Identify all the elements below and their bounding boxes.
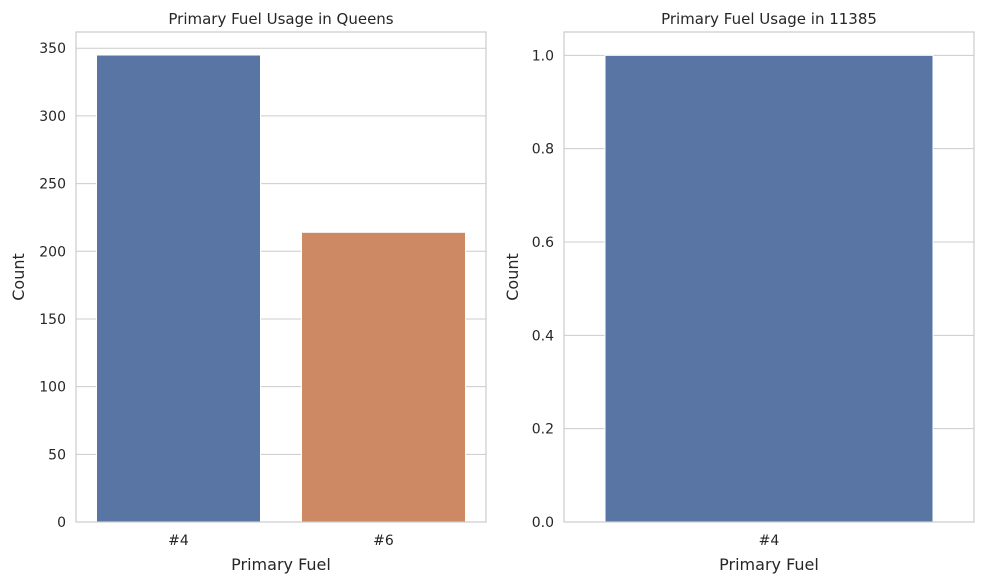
x-axis-label: Primary Fuel	[231, 555, 331, 574]
bar	[96, 54, 261, 523]
chart-title: Primary Fuel Usage in 11385	[661, 10, 877, 28]
y-tick-label: 350	[39, 41, 66, 57]
x-axis-label: Primary Fuel	[719, 555, 819, 574]
y-axis-label: Count	[503, 253, 522, 301]
x-tick-labels: #4 #6	[168, 533, 394, 549]
y-tick-label: 0.0	[532, 515, 554, 531]
x-tick-label: #6	[373, 533, 394, 549]
y-tick-label: 50	[48, 447, 66, 463]
y-tick-label: 0.4	[532, 328, 554, 344]
y-tick-label: 1.0	[532, 48, 554, 64]
y-tick-label: 0.8	[532, 142, 554, 158]
y-tick-label: 250	[39, 177, 66, 193]
plot-frame	[75, 31, 487, 523]
bars	[604, 54, 934, 523]
chart-queens: Primary Fuel Usage in Queens 0 50 100 150 20…	[9, 10, 487, 574]
x-tick-label: #4	[759, 533, 780, 549]
y-tick-label: 0.2	[532, 422, 554, 438]
x-tick-labels: #4	[759, 533, 780, 549]
chart-title: Primary Fuel Usage in Queens	[168, 10, 393, 28]
x-tick-label: #4	[168, 533, 189, 549]
bar	[301, 231, 466, 523]
y-tick-label: 150	[39, 312, 66, 328]
y-tick-labels: 0.0 0.2 0.4 0.6 0.8 1.0	[532, 48, 554, 531]
bar	[604, 54, 934, 523]
plot-frame	[563, 31, 975, 523]
y-tick-label: 100	[39, 380, 66, 396]
y-tick-label: 0.6	[532, 235, 554, 251]
y-tick-label: 0	[57, 515, 66, 531]
y-tick-label: 200	[39, 244, 66, 260]
chart-11385: Primary Fuel Usage in 11385 0.0 0.2 0.4 0.6…	[503, 10, 975, 574]
bars	[96, 54, 466, 523]
y-tick-labels: 0 50 100 150 200 250 300 350	[39, 41, 66, 531]
y-axis-label: Count	[9, 253, 28, 301]
y-tick-label: 300	[39, 109, 66, 125]
